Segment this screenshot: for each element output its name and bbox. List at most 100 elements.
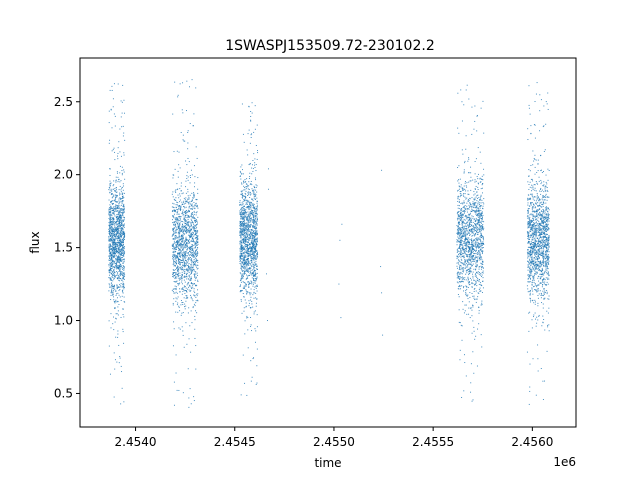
data-point (175, 231, 177, 233)
data-point (475, 158, 477, 160)
data-point (255, 297, 257, 299)
data-point (462, 267, 464, 269)
data-point (185, 236, 187, 238)
data-point (193, 223, 195, 225)
data-point (177, 276, 179, 278)
data-point (186, 278, 188, 280)
data-point (122, 197, 124, 199)
data-point (246, 269, 248, 271)
data-point (468, 262, 470, 264)
data-point (111, 262, 113, 264)
data-point (195, 224, 197, 226)
data-point (471, 228, 473, 230)
data-point (195, 230, 197, 232)
data-point (473, 218, 475, 220)
data-point (177, 194, 179, 196)
data-point (109, 174, 111, 176)
data-point (118, 230, 120, 232)
data-point (195, 237, 197, 239)
data-point (108, 248, 110, 250)
data-point (120, 230, 122, 232)
data-point (192, 262, 194, 264)
data-point (481, 217, 483, 219)
data-point (254, 209, 256, 211)
data-point (112, 149, 114, 151)
data-point (118, 200, 120, 202)
data-point (195, 219, 197, 221)
data-point (242, 293, 244, 295)
data-point (459, 241, 461, 243)
data-point (119, 265, 121, 267)
data-point (121, 257, 123, 259)
data-point (481, 212, 483, 214)
data-point (245, 285, 247, 287)
data-point (481, 253, 483, 255)
data-point (243, 216, 245, 218)
data-point (239, 259, 241, 261)
data-point (481, 226, 483, 228)
data-point (477, 204, 479, 206)
data-point (111, 276, 113, 278)
data-point (255, 264, 257, 266)
data-point (256, 158, 258, 160)
data-point (474, 179, 476, 181)
data-point (245, 188, 247, 190)
data-point (118, 215, 120, 217)
data-point (468, 226, 470, 228)
data-point (119, 215, 121, 217)
data-point (240, 240, 242, 242)
data-point (181, 213, 183, 215)
data-point (184, 290, 186, 292)
data-point (186, 269, 188, 271)
data-point (123, 225, 125, 227)
data-point (242, 195, 244, 197)
data-point (250, 120, 252, 122)
data-point (248, 255, 250, 257)
data-point (115, 251, 117, 253)
data-point (459, 216, 461, 218)
data-point (184, 247, 186, 249)
data-point (463, 231, 465, 233)
data-point (186, 276, 188, 278)
data-point (109, 180, 111, 182)
data-point (113, 396, 115, 398)
data-point (113, 271, 115, 273)
data-point (477, 186, 479, 188)
data-point (114, 321, 116, 323)
data-point (241, 265, 243, 267)
data-point (250, 194, 252, 196)
data-point (115, 229, 117, 231)
data-point (245, 265, 247, 267)
data-point (246, 178, 248, 180)
data-point (113, 241, 115, 243)
data-point (178, 274, 180, 276)
data-point (177, 224, 179, 226)
data-point (195, 258, 197, 260)
data-point (249, 238, 251, 240)
data-point (245, 244, 247, 246)
data-point (172, 177, 174, 179)
data-point (114, 261, 116, 263)
data-point (466, 182, 468, 184)
data-point (181, 241, 183, 243)
data-point (243, 217, 245, 219)
data-point (251, 257, 253, 259)
data-point (121, 250, 123, 252)
data-point (255, 268, 257, 270)
data-point (468, 208, 470, 210)
data-point (114, 359, 116, 361)
data-point (112, 224, 114, 226)
data-point (185, 295, 187, 297)
data-point (115, 264, 117, 266)
data-point (110, 208, 112, 210)
data-point (241, 242, 243, 244)
data-point (467, 232, 469, 234)
data-point (242, 173, 244, 175)
data-point (123, 286, 125, 288)
data-point (186, 229, 188, 231)
data-point (197, 243, 199, 245)
data-point (241, 164, 243, 166)
data-point (457, 250, 459, 252)
data-point (243, 262, 245, 264)
data-point (179, 193, 181, 195)
